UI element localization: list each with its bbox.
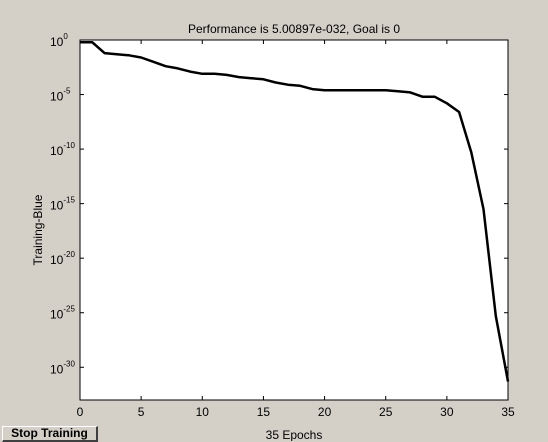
y-tick-exponent: -25 [63,305,75,314]
y-tick-base: 10 [50,90,64,104]
chart-title: Performance is 5.00897e-032, Goal is 0 [188,22,400,36]
x-axis-label: 35 Epochs [266,428,323,441]
x-tick-label: 0 [77,405,84,419]
plot-area [79,39,509,401]
y-tick-exponent: -10 [63,141,75,150]
y-tick-base: 10 [50,35,64,49]
stop-training-button[interactable]: Stop Training [2,426,98,442]
x-tick-label: 15 [257,405,271,419]
y-tick-label: 10-10 [50,141,75,158]
y-axis-label: Training-Blue [31,194,45,265]
x-tick-label: 25 [379,405,393,419]
y-tick-exponent: 0 [63,32,68,41]
x-tick-label: 35 [501,405,515,419]
x-tick-label: 10 [196,405,210,419]
y-tick-label: 10-5 [50,87,71,104]
y-tick-exponent: -15 [63,196,75,205]
x-tick-label: 20 [318,405,332,419]
y-tick-base: 10 [50,144,64,158]
y-tick-base: 10 [50,308,64,322]
y-tick-exponent: -5 [63,87,71,96]
y-tick-exponent: -30 [63,359,75,368]
training-series-line [80,40,510,382]
y-tick-label: 10-30 [50,359,75,376]
y-tick-exponent: -20 [63,250,75,259]
y-tick-label: 10-20 [50,250,75,267]
x-tick-label: 5 [138,405,145,419]
x-tick-label: 30 [440,405,454,419]
y-tick-base: 10 [50,253,64,267]
y-tick-label: 10-25 [50,305,75,322]
y-tick-base: 10 [50,199,64,213]
y-tick-label: 10-15 [50,196,75,213]
y-tick-label: 100 [50,32,68,49]
y-tick-base: 10 [50,362,64,376]
